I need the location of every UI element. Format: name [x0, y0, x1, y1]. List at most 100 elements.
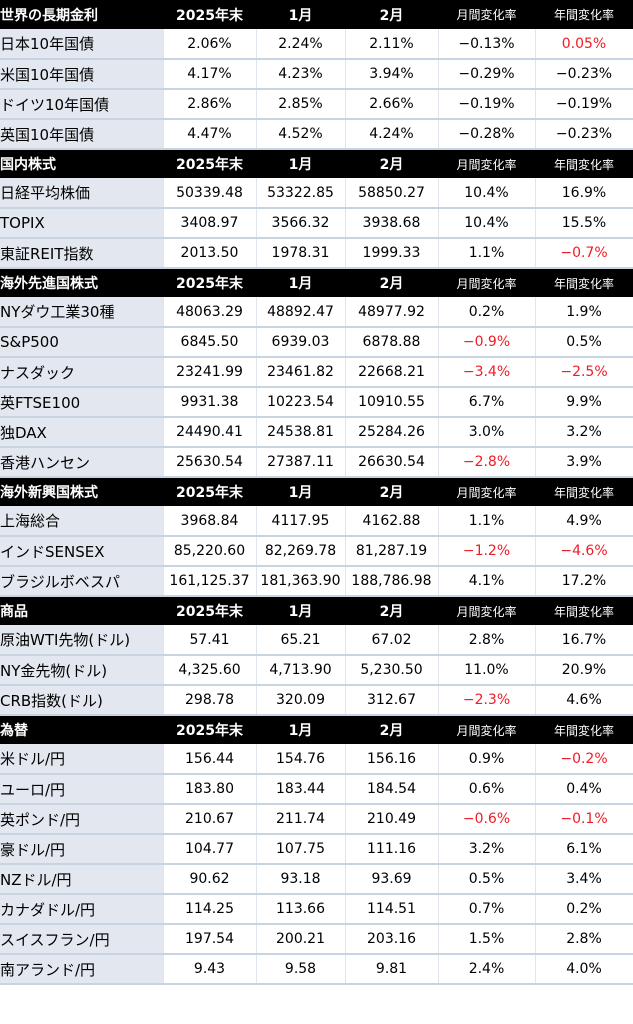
- value-cell: 0.05%: [535, 29, 633, 60]
- value-cell: 6.7%: [438, 387, 536, 418]
- row-label: 日本10年国債: [0, 29, 164, 60]
- value-cell: 4.47%: [163, 119, 257, 150]
- value-cell: 23461.82: [256, 357, 346, 388]
- value-cell: 6878.88: [345, 327, 439, 358]
- table-row: TOPIX 3408.97 3566.32 3938.68 10.4% 15.5%: [0, 208, 633, 239]
- section-title: 世界の長期金利: [0, 0, 163, 29]
- value-cell: 24490.41: [163, 417, 257, 448]
- row-label: 独DAX: [0, 417, 164, 448]
- table-row: 南アランド/円 9.43 9.58 9.81 2.4% 4.0%: [0, 954, 633, 985]
- value-cell: 3938.68: [345, 208, 439, 239]
- value-cell: 3968.84: [163, 506, 257, 537]
- value-cell: 156.44: [163, 744, 257, 775]
- column-header: 2月: [345, 0, 438, 29]
- value-cell: 4.1%: [438, 566, 536, 597]
- value-cell: −0.29%: [438, 59, 536, 90]
- row-label: 原油WTI先物(ドル): [0, 625, 164, 656]
- value-cell: 113.66: [256, 894, 346, 925]
- value-cell: 10.4%: [438, 178, 536, 209]
- table-row: 英FTSE100 9931.38 10223.54 10910.55 6.7% 9.9%: [0, 387, 633, 418]
- value-cell: 9.43: [163, 954, 257, 985]
- column-header: 年間変化率: [535, 477, 633, 506]
- value-cell: 312.67: [345, 685, 439, 716]
- column-header: 年間変化率: [535, 715, 633, 744]
- value-cell: 11.0%: [438, 655, 536, 686]
- row-label: ナスダック: [0, 357, 164, 388]
- value-cell: 2.86%: [163, 89, 257, 120]
- value-cell: 2.8%: [438, 625, 536, 656]
- value-cell: 93.18: [256, 864, 346, 895]
- table-row: ドイツ10年国債 2.86% 2.85% 2.66% −0.19% −0.19%: [0, 89, 633, 120]
- section-header: 国内株式 2025年末 1月 2月 月間変化率 年間変化率: [0, 149, 633, 178]
- value-cell: 4.24%: [345, 119, 439, 150]
- row-label: スイスフラン/円: [0, 924, 164, 955]
- value-cell: −0.7%: [535, 238, 633, 269]
- value-cell: 9.81: [345, 954, 439, 985]
- column-header: 年間変化率: [535, 596, 633, 625]
- column-header: 1月: [256, 477, 345, 506]
- section-header: 商品 2025年末 1月 2月 月間変化率 年間変化率: [0, 596, 633, 625]
- column-header: 年間変化率: [535, 0, 633, 29]
- value-cell: 2013.50: [163, 238, 257, 269]
- value-cell: 90.62: [163, 864, 257, 895]
- value-cell: 3.94%: [345, 59, 439, 90]
- column-header: 2025年末: [163, 0, 256, 29]
- column-header: 月間変化率: [438, 477, 535, 506]
- value-cell: 9931.38: [163, 387, 257, 418]
- value-cell: −2.3%: [438, 685, 536, 716]
- value-cell: 320.09: [256, 685, 346, 716]
- table-row: ユーロ/円 183.80 183.44 184.54 0.6% 0.4%: [0, 774, 633, 805]
- value-cell: 3.4%: [535, 864, 633, 895]
- value-cell: −0.1%: [535, 804, 633, 835]
- value-cell: 24538.81: [256, 417, 346, 448]
- column-header: 月間変化率: [438, 149, 535, 178]
- row-label: 英国10年国債: [0, 119, 164, 150]
- value-cell: 0.7%: [438, 894, 536, 925]
- value-cell: 57.41: [163, 625, 257, 656]
- table-row: NY金先物(ドル) 4,325.60 4,713.90 5,230.50 11.0% 20…: [0, 655, 633, 686]
- value-cell: −0.28%: [438, 119, 536, 150]
- value-cell: 104.77: [163, 834, 257, 865]
- value-cell: 16.7%: [535, 625, 633, 656]
- value-cell: 22668.21: [345, 357, 439, 388]
- row-label: 英ポンド/円: [0, 804, 164, 835]
- value-cell: 53322.85: [256, 178, 346, 209]
- value-cell: 154.76: [256, 744, 346, 775]
- value-cell: 161,125.37: [163, 566, 257, 597]
- column-header: 1月: [256, 715, 345, 744]
- column-header: 1月: [256, 268, 345, 297]
- value-cell: 9.9%: [535, 387, 633, 418]
- row-label: 香港ハンセン: [0, 447, 164, 478]
- column-header: 2月: [345, 268, 438, 297]
- column-header: 月間変化率: [438, 715, 535, 744]
- row-label: ブラジルボベスパ: [0, 566, 164, 597]
- column-header: 年間変化率: [535, 149, 633, 178]
- row-label: 日経平均株価: [0, 178, 164, 209]
- value-cell: 4.17%: [163, 59, 257, 90]
- table-row: NZドル/円 90.62 93.18 93.69 0.5% 3.4%: [0, 864, 633, 895]
- value-cell: 48892.47: [256, 297, 346, 328]
- value-cell: 200.21: [256, 924, 346, 955]
- column-header: 月間変化率: [438, 0, 535, 29]
- value-cell: 1999.33: [345, 238, 439, 269]
- column-header: 2月: [345, 149, 438, 178]
- value-cell: 0.2%: [535, 894, 633, 925]
- value-cell: 4162.88: [345, 506, 439, 537]
- value-cell: 0.4%: [535, 774, 633, 805]
- table-row: 日経平均株価 50339.48 53322.85 58850.27 10.4% 16.9%: [0, 178, 633, 209]
- column-header: 2025年末: [163, 477, 256, 506]
- value-cell: 0.9%: [438, 744, 536, 775]
- value-cell: 4.23%: [256, 59, 346, 90]
- value-cell: 2.11%: [345, 29, 439, 60]
- value-cell: 1.9%: [535, 297, 633, 328]
- value-cell: 4.0%: [535, 954, 633, 985]
- value-cell: 203.16: [345, 924, 439, 955]
- value-cell: 23241.99: [163, 357, 257, 388]
- value-cell: 4.6%: [535, 685, 633, 716]
- value-cell: 156.16: [345, 744, 439, 775]
- row-label: カナダドル/円: [0, 894, 164, 925]
- value-cell: 48977.92: [345, 297, 439, 328]
- value-cell: 2.8%: [535, 924, 633, 955]
- row-label: 豪ドル/円: [0, 834, 164, 865]
- value-cell: 0.5%: [535, 327, 633, 358]
